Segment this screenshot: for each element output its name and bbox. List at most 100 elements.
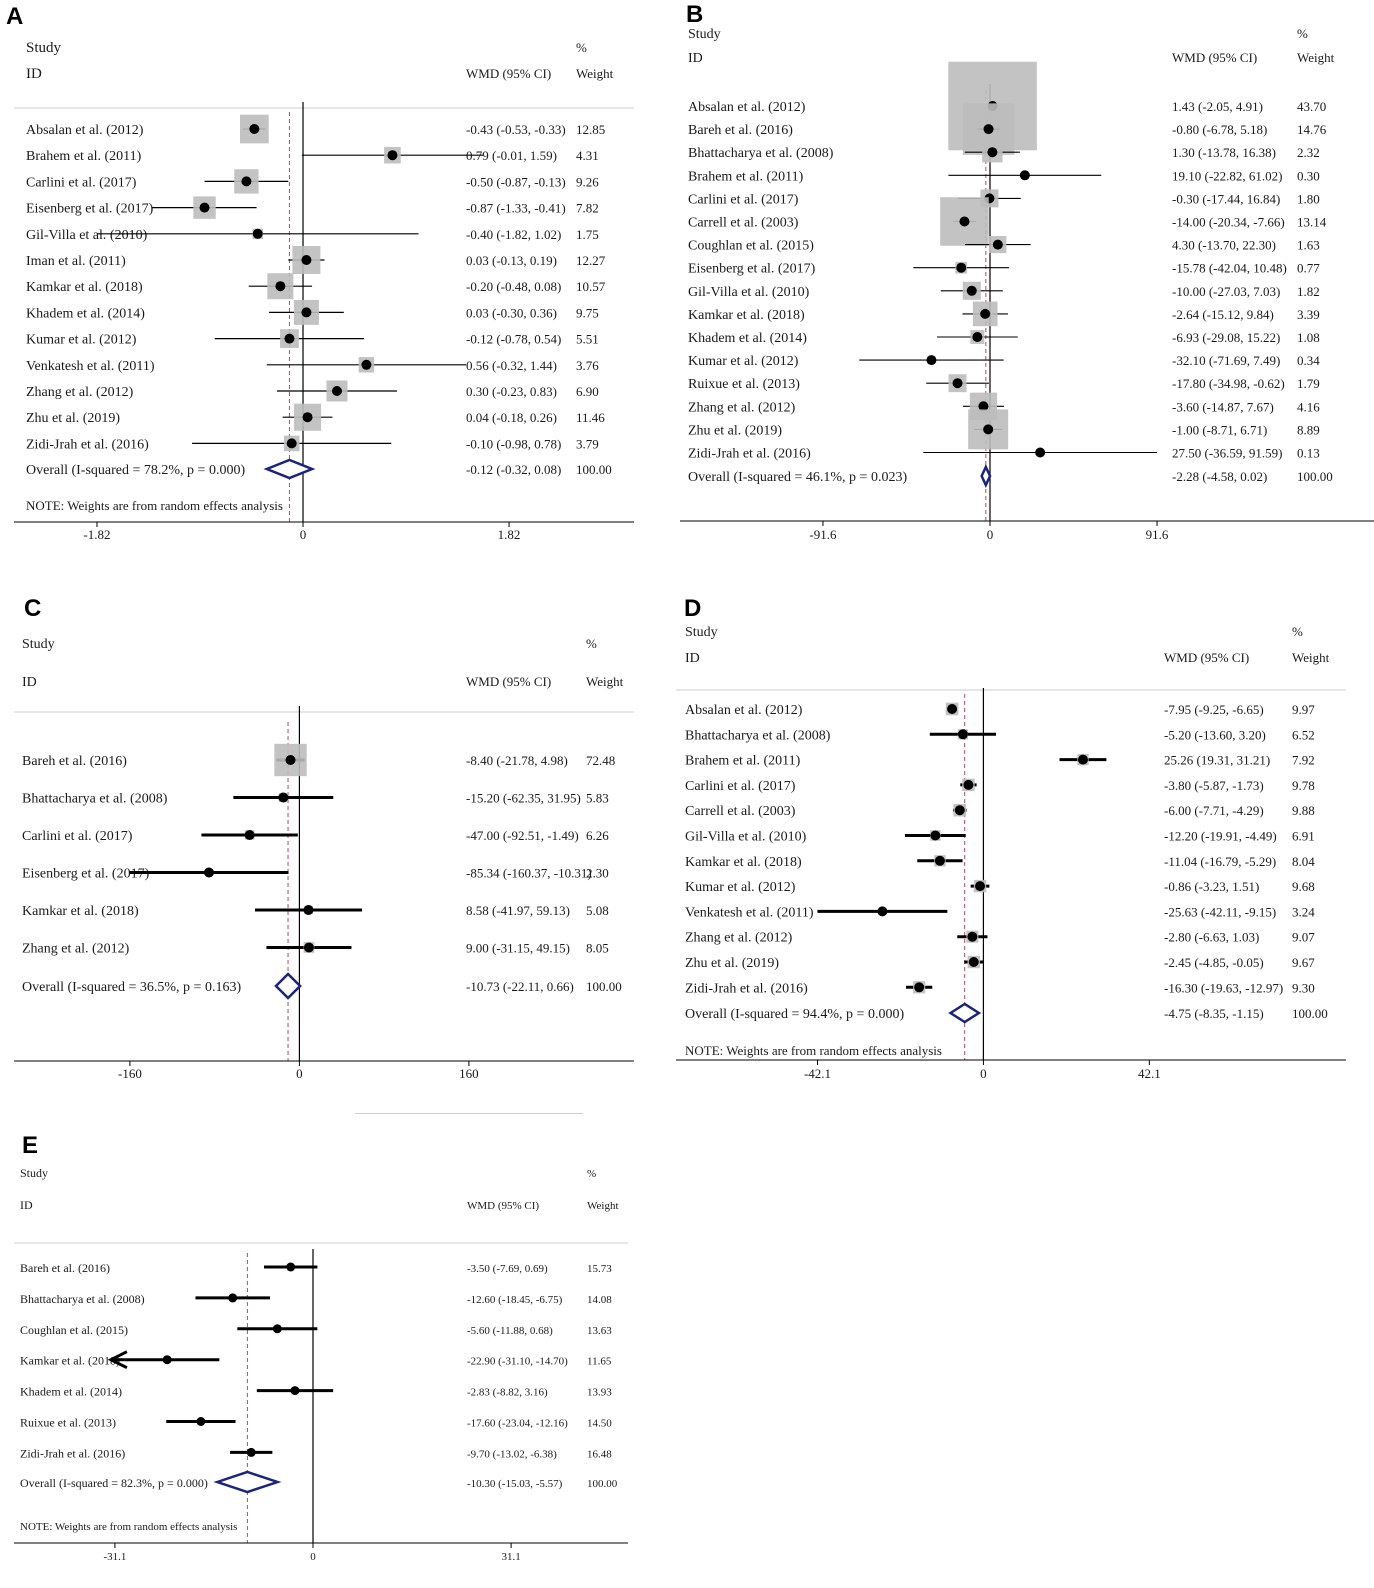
study-label: Bareh et al. (2016) xyxy=(20,1261,110,1275)
study-label: Khadem et al. (2014) xyxy=(20,1385,122,1399)
overall-weight-text: 100.00 xyxy=(1292,1006,1328,1021)
study-label: Bhattacharya et al. (2008) xyxy=(20,1292,145,1306)
header-wmd: WMD (95% CI) xyxy=(466,66,551,81)
effect-ci-text: 0.03 (-0.13, 0.19) xyxy=(466,253,557,268)
x-tick-label: 42.1 xyxy=(1138,1066,1161,1081)
header-id: ID xyxy=(26,66,42,82)
effect-ci-text: -17.60 (-23.04, -12.16) xyxy=(467,1418,568,1430)
weights-note: NOTE: Weights are from random effects an… xyxy=(26,498,283,513)
point-estimate xyxy=(286,438,297,449)
weight-text: 9.30 xyxy=(1292,980,1315,995)
effect-ci-text: -0.43 (-0.53, -0.33) xyxy=(466,122,566,137)
study-label: Brahem et al. (2011) xyxy=(26,149,142,164)
point-estimate xyxy=(934,855,945,866)
effect-ci-text: -3.60 (-14.87, 7.67) xyxy=(1172,399,1274,414)
effect-ci-text: -0.40 (-1.82, 1.02) xyxy=(466,227,561,242)
weight-text: 1.63 xyxy=(1297,238,1320,253)
overall-weight-text: 100.00 xyxy=(586,979,622,994)
study-label: Zhang et al. (2012) xyxy=(688,400,796,415)
effect-ci-text: -2.80 (-6.63, 1.03) xyxy=(1164,930,1259,945)
effect-ci-text: 0.56 (-0.32, 1.44) xyxy=(466,358,557,373)
header-id: ID xyxy=(22,675,37,690)
effect-ci-text: -85.34 (-160.37, -10.31) xyxy=(466,866,592,881)
x-tick-label: 0 xyxy=(980,1066,987,1081)
point-estimate xyxy=(947,704,958,714)
study-label: Carlini et al. (2017) xyxy=(685,779,796,794)
study-label: Zhu et al. (2019) xyxy=(685,956,779,971)
weight-text: 9.88 xyxy=(1292,803,1315,818)
header-study: Study xyxy=(26,40,62,56)
weights-note: NOTE: Weights are from random effects an… xyxy=(685,1043,942,1058)
x-tick-label: 160 xyxy=(459,1066,479,1081)
panel-letter-d: D xyxy=(684,595,701,622)
header-percent: % xyxy=(1297,26,1308,41)
header-weight: Weight xyxy=(586,674,624,689)
overall-diamond xyxy=(948,1002,982,1024)
study-label: Bhattacharya et al. (2008) xyxy=(685,728,831,743)
weight-text: 9.68 xyxy=(1292,879,1315,894)
point-estimate xyxy=(959,216,970,227)
header-id: ID xyxy=(20,1198,33,1212)
point-estimate xyxy=(967,931,978,942)
effect-ci-text: -0.12 (-0.78, 0.54) xyxy=(466,332,561,347)
panel-letter-c: C xyxy=(24,595,41,622)
weight-text: 14.50 xyxy=(587,1418,612,1430)
effect-ci-text: -0.80 (-6.78, 5.18) xyxy=(1172,122,1267,137)
weight-text: 8.04 xyxy=(1292,854,1315,869)
point-estimate xyxy=(286,1262,296,1272)
effect-ci-text: 27.50 (-36.59, 91.59) xyxy=(1172,446,1283,461)
weight-text: 3.39 xyxy=(1297,307,1320,322)
point-estimate xyxy=(387,150,398,161)
study-label: Coughlan et al. (2015) xyxy=(20,1323,128,1337)
point-estimate xyxy=(957,729,968,740)
point-estimate xyxy=(983,124,994,135)
forest-plot-b: B Study ID WMD (95% CI)% Weight Absalan et al… xyxy=(680,0,1374,560)
point-estimate xyxy=(987,147,998,158)
point-estimate xyxy=(246,1447,256,1457)
overall-label: Overall (I-squared = 36.5%, p = 0.163) xyxy=(22,980,241,995)
effect-ci-text: -0.30 (-17.44, 16.84) xyxy=(1172,191,1280,206)
study-label: Bareh et al. (2016) xyxy=(688,123,793,138)
header-weight: Weight xyxy=(587,1200,619,1212)
x-tick-label: -91.6 xyxy=(809,527,837,542)
effect-ci-text: -3.50 (-7.69, 0.69) xyxy=(467,1263,548,1275)
weight-text: 6.26 xyxy=(586,828,609,843)
study-label: Carrell et al. (2003) xyxy=(685,804,796,819)
effect-ci-text: -3.80 (-5.87, -1.73) xyxy=(1164,778,1264,793)
point-estimate xyxy=(241,176,252,187)
effect-ci-text: -0.86 (-3.23, 1.51) xyxy=(1164,879,1259,894)
effect-ci-text: -1.00 (-8.71, 6.71) xyxy=(1172,422,1267,437)
effect-ci-text: -16.30 (-19.63, -12.97) xyxy=(1164,980,1283,995)
point-estimate xyxy=(275,281,286,292)
study-label: Carrell et al. (2003) xyxy=(688,216,799,231)
effect-ci-text: -0.10 (-0.98, 0.78) xyxy=(466,436,561,451)
weight-text: 3.76 xyxy=(576,358,599,373)
weight-text: 1.82 xyxy=(1297,284,1320,299)
point-estimate xyxy=(926,355,937,366)
effect-ci-text: 0.03 (-0.30, 0.36) xyxy=(466,305,557,320)
point-estimate xyxy=(983,424,994,435)
effect-ci-text: 25.26 (19.31, 31.21) xyxy=(1164,753,1270,768)
study-label: Kamkar et al. (2018) xyxy=(22,904,139,919)
header-weight: Weight xyxy=(1292,650,1330,665)
weight-text: 6.91 xyxy=(1292,829,1315,844)
point-estimate xyxy=(968,957,979,967)
weight-text: 7.92 xyxy=(1292,753,1315,768)
header-study: Study xyxy=(20,1166,48,1180)
point-estimate xyxy=(966,285,977,296)
effect-ci-text: -25.63 (-42.11, -9.15) xyxy=(1164,904,1276,919)
weight-text: 0.34 xyxy=(1297,353,1320,368)
study-label: Kamkar et al. (2018) xyxy=(20,1354,120,1368)
overall-ci-text: -0.12 (-0.32, 0.08) xyxy=(466,462,561,477)
weight-text: 2.30 xyxy=(586,866,609,881)
effect-ci-text: 9.00 (-31.15, 49.15) xyxy=(466,941,570,956)
effect-ci-text: -2.83 (-8.82, 3.16) xyxy=(467,1387,548,1399)
header-percent: % xyxy=(587,1168,596,1180)
x-tick-label: -42.1 xyxy=(804,1066,831,1081)
x-tick-label: 0 xyxy=(987,527,994,542)
header-wmd: WMD (95% CI) xyxy=(1172,50,1257,65)
study-label: Eisenberg et al. (2017) xyxy=(26,202,154,217)
point-estimate xyxy=(956,262,967,273)
point-estimate xyxy=(954,805,965,816)
